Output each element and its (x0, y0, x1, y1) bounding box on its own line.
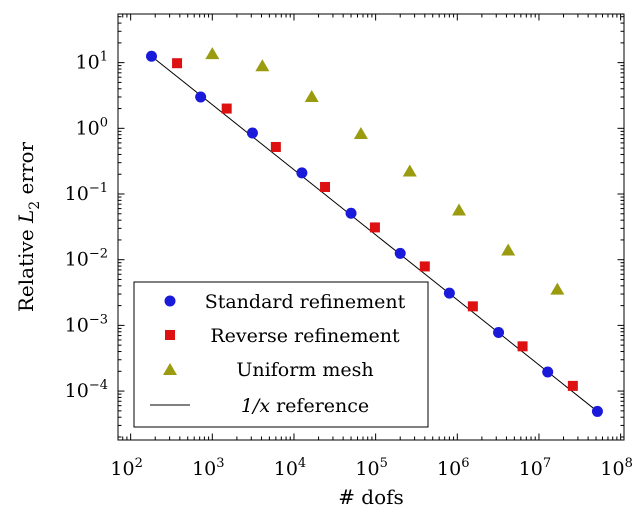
x-tick-label: 103 (192, 456, 224, 480)
point-standard (443, 287, 455, 299)
point-reverse (369, 222, 380, 233)
point-uniform (501, 243, 516, 256)
x-tick-labels: 102 103 104 105 106 107 108 (110, 456, 632, 480)
y-axis-label: Relative L2 error (14, 141, 43, 312)
point-uniform (550, 282, 565, 295)
point-standard (296, 167, 308, 179)
point-standard (246, 127, 258, 139)
point-reverse (467, 301, 478, 312)
point-standard (195, 91, 207, 103)
x-tick-label: 106 (437, 456, 469, 480)
reference-line (151, 55, 598, 412)
point-uniform (402, 164, 417, 177)
legend-label-reference: 1/x reference (241, 395, 369, 417)
point-reverse (221, 103, 232, 114)
x-tick-label: 107 (519, 456, 551, 480)
legend-marker-standard (164, 295, 176, 307)
y-tick-label: 10−3 (65, 312, 108, 336)
y-tick-label: 10−4 (65, 378, 108, 402)
legend-box (133, 281, 429, 428)
y-tick-label: 10−2 (65, 247, 108, 271)
point-reverse (172, 58, 183, 69)
legend-label-standard: Standard refinement (205, 291, 406, 313)
point-uniform (452, 203, 467, 216)
point-reverse (567, 380, 578, 391)
legend: Standard refinement Reverse refinement U… (133, 281, 429, 428)
legend-label-reverse: Reverse refinement (210, 325, 400, 347)
x-tick-label: 108 (600, 456, 632, 480)
point-reverse (419, 261, 430, 272)
axis-ticks (117, 14, 624, 440)
point-uniform (304, 89, 319, 102)
point-standard (542, 366, 554, 378)
x-tick-label: 105 (355, 456, 387, 480)
point-standard (591, 405, 603, 417)
point-uniform (255, 59, 270, 72)
x-tick-label: 104 (274, 456, 306, 480)
point-reverse (517, 341, 528, 352)
point-standard (493, 326, 505, 338)
point-uniform (205, 47, 220, 60)
legend-marker-reverse (165, 330, 175, 340)
point-standard (345, 207, 357, 219)
legend-label-uniform: Uniform mesh (236, 359, 373, 381)
legend-marker-uniform (163, 363, 177, 375)
point-reverse (320, 181, 331, 192)
y-tick-label: 100 (76, 115, 108, 139)
point-standard (145, 50, 157, 62)
point-reverse (270, 141, 281, 152)
plot-frame (117, 13, 625, 441)
y-tick-label: 10−1 (65, 181, 108, 205)
x-tick-label: 102 (110, 456, 142, 480)
data-marks (145, 47, 603, 417)
point-uniform (353, 126, 368, 139)
x-axis-label: # dofs (338, 485, 404, 509)
y-tick-label: 101 (76, 50, 108, 74)
y-tick-labels: 10−4 10−3 10−2 10−1 100 101 (65, 50, 108, 402)
point-standard (394, 247, 406, 259)
